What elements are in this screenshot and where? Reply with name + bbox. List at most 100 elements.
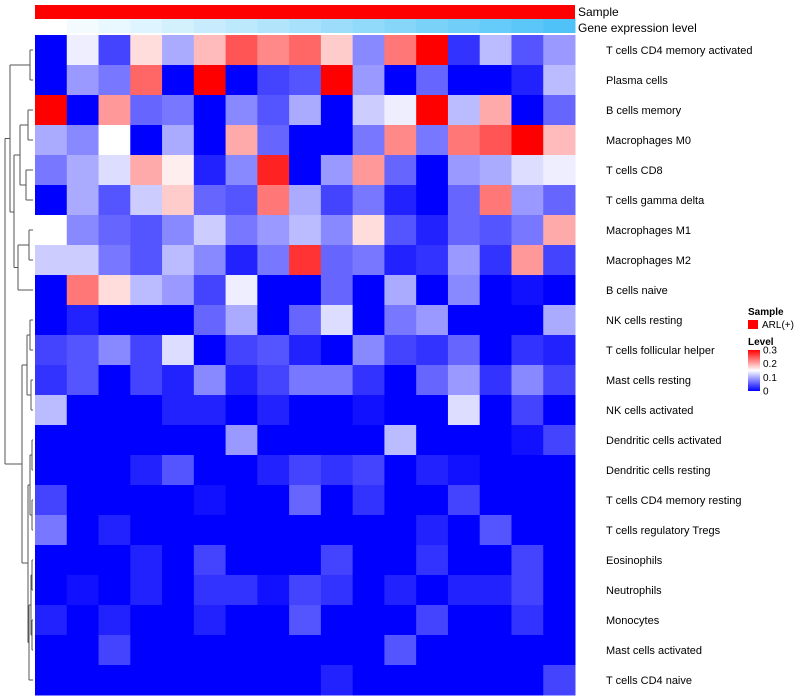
heatmap-cell <box>67 545 99 576</box>
heatmap-cell <box>416 35 448 66</box>
heatmap-cell <box>35 665 67 696</box>
heatmap-cell <box>162 365 194 396</box>
heatmap-cell <box>35 485 67 516</box>
heatmap-cell <box>321 185 353 216</box>
heatmap-cell <box>35 515 67 546</box>
heatmap-cell <box>35 635 67 666</box>
heatmap-cell <box>257 65 289 96</box>
heatmap-cell <box>448 245 480 276</box>
heatmap-cell <box>353 485 385 516</box>
heatmap-cell <box>384 35 416 66</box>
heatmap-cell <box>321 425 353 456</box>
heatmap-cell <box>384 215 416 246</box>
heatmap-cell <box>35 35 67 66</box>
heatmap-cell <box>67 65 99 96</box>
heatmap-cell <box>321 665 353 696</box>
heatmap-cell <box>289 485 321 516</box>
heatmap-cell <box>384 425 416 456</box>
heatmap-cell <box>511 305 543 336</box>
expression-track-block <box>226 19 258 33</box>
heatmap-cell <box>257 455 289 486</box>
heatmap-cell <box>384 335 416 366</box>
heatmap-cell <box>257 95 289 126</box>
heatmap-cell <box>130 515 162 546</box>
heatmap-cell <box>257 305 289 336</box>
heatmap-cell <box>99 485 131 516</box>
heatmap-cell <box>321 305 353 336</box>
heatmap-cell <box>257 245 289 276</box>
row-label: B cells memory <box>606 105 682 117</box>
heatmap-cell <box>289 575 321 606</box>
heatmap-cell <box>321 35 353 66</box>
heatmap-cell <box>289 335 321 366</box>
heatmap-cell <box>194 155 226 186</box>
heatmap-cell <box>130 185 162 216</box>
heatmap-cell <box>67 515 99 546</box>
expression-track-block <box>130 19 162 33</box>
legend-level-tick: 0.3 <box>763 346 777 357</box>
heatmap-cell <box>480 575 512 606</box>
heatmap-cell <box>416 95 448 126</box>
heatmap-cell <box>511 545 543 576</box>
heatmap-cell <box>353 425 385 456</box>
expression-track-block <box>162 19 194 33</box>
heatmap-cell <box>511 245 543 276</box>
row-label: T cells CD4 naive <box>606 675 692 687</box>
heatmap-cell <box>416 125 448 156</box>
heatmap-cell <box>416 635 448 666</box>
heatmap-cell <box>162 275 194 306</box>
heatmap-cell <box>353 395 385 426</box>
heatmap-cell <box>353 305 385 336</box>
heatmap-cell <box>543 155 575 186</box>
heatmap-cell <box>353 155 385 186</box>
row-label: NK cells resting <box>606 315 682 327</box>
heatmap-cell <box>194 395 226 426</box>
heatmap-cell <box>99 155 131 186</box>
heatmap-cell <box>99 395 131 426</box>
heatmap-cell <box>448 125 480 156</box>
heatmap-cell <box>162 395 194 426</box>
heatmap-cell <box>480 335 512 366</box>
expression-track-block <box>99 19 131 33</box>
expression-track-block <box>35 19 67 33</box>
heatmap-cell <box>480 635 512 666</box>
heatmap-cell <box>194 305 226 336</box>
heatmap-cell <box>448 395 480 426</box>
heatmap-cell <box>257 485 289 516</box>
heatmap-cell <box>289 65 321 96</box>
heatmap-cell <box>130 635 162 666</box>
row-label: T cells CD4 memory resting <box>606 495 742 507</box>
heatmap-cell <box>99 335 131 366</box>
heatmap-cell <box>480 665 512 696</box>
heatmap-cell <box>99 125 131 156</box>
row-label: Monocytes <box>606 615 660 627</box>
expression-track-block <box>353 19 385 33</box>
heatmap-cell <box>416 305 448 336</box>
heatmap-cell <box>511 485 543 516</box>
heatmap-cell <box>35 275 67 306</box>
heatmap-cell <box>194 35 226 66</box>
heatmap-cell <box>384 455 416 486</box>
heatmap-cell <box>162 605 194 636</box>
heatmap-cell <box>511 155 543 186</box>
heatmap-cell <box>480 305 512 336</box>
heatmap-cell <box>162 635 194 666</box>
heatmap-cell <box>353 245 385 276</box>
heatmap-cell <box>543 545 575 576</box>
heatmap-cell <box>130 425 162 456</box>
row-label: T cells CD4 memory activated <box>606 45 753 57</box>
heatmap-cell <box>353 215 385 246</box>
heatmap-cell <box>543 485 575 516</box>
heatmap-cell <box>289 275 321 306</box>
heatmap-cell <box>67 275 99 306</box>
heatmap-cell <box>289 605 321 636</box>
heatmap-cell <box>35 305 67 336</box>
heatmap-cell <box>257 425 289 456</box>
heatmap-cell <box>162 335 194 366</box>
heatmap-cell <box>162 65 194 96</box>
heatmap-cell <box>257 545 289 576</box>
heatmap-cell <box>99 305 131 336</box>
heatmap-cell <box>67 455 99 486</box>
heatmap-cell <box>384 305 416 336</box>
expression-track-block <box>384 19 416 33</box>
